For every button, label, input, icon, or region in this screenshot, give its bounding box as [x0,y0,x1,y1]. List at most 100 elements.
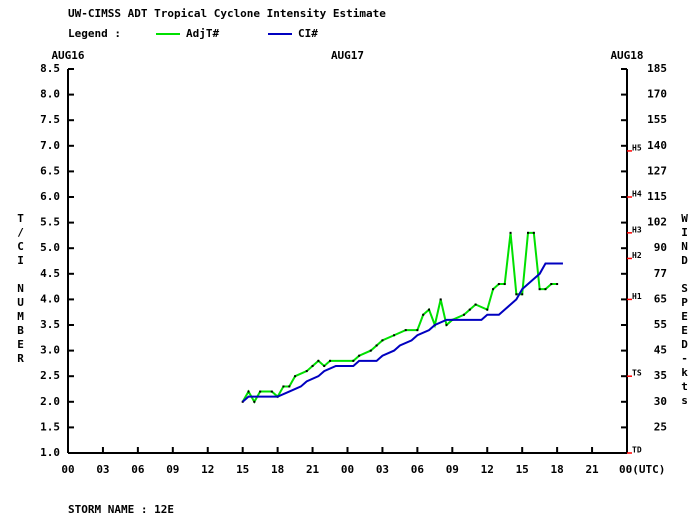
y-tick-label: 5.5 [40,216,60,229]
y2-tick-label: 102 [647,216,667,229]
intensity-marker-label: TS [632,369,642,378]
point [462,313,465,316]
y2-tick-label: 55 [654,318,667,331]
point [317,359,320,362]
x-tick-label: 15 [516,463,529,476]
intensity-marker-label: H3 [632,225,642,234]
point [521,293,524,296]
point [282,385,285,388]
date-label: AUG17 [331,49,364,62]
x-tick-label: 06 [131,463,145,476]
intensity-marker-label: H4 [632,190,642,199]
intensity-marker-label: H5 [632,143,642,152]
point [369,349,372,352]
point [492,288,495,291]
point [416,329,419,332]
y2-tick-label: 25 [654,420,667,433]
y-tick-label: 1.5 [40,420,60,433]
series-line [242,262,563,403]
y2-axis-label: WIND SPEED-kts [678,212,691,408]
y2-tick-label: 185 [647,62,667,75]
x-tick-label: 18 [551,463,564,476]
point [247,390,250,393]
legend-label: Legend : [68,27,121,40]
point [288,385,291,388]
footer: STORM NAME : 12E [68,503,174,516]
y-tick-label: 5.0 [40,241,60,254]
point [393,334,396,337]
y2-tick-label: 170 [647,88,667,101]
y-tick-label: 1.0 [40,446,60,459]
y-tick-label: 2.0 [40,395,60,408]
series-line [241,231,558,404]
y2-tick-label: 45 [654,344,667,357]
intensity-marker-label: H2 [632,251,642,260]
y-tick-label: 4.5 [40,267,60,280]
y-tick-label: 7.0 [40,139,60,152]
y-tick-label: 8.0 [40,88,60,101]
y-tick-label: 4.0 [40,292,60,305]
x-tick-label: 00 [61,463,74,476]
x-tick-label: 15 [236,463,249,476]
y-tick-label: 6.5 [40,164,60,177]
x-tick-label: 18 [271,463,284,476]
point [474,303,477,306]
x-tick-label: 12 [201,463,214,476]
y-tick-label: 6.0 [40,190,60,203]
y2-tick-label: 140 [647,139,667,152]
date-label: AUG16 [51,49,84,62]
x-tick-label: 00 [341,463,354,476]
point [259,390,262,393]
point [439,298,442,301]
point [527,231,530,234]
y-tick-label: 3.0 [40,344,60,357]
x-tick-label: 06 [411,463,425,476]
y2-tick-label: 127 [647,164,667,177]
point [352,359,355,362]
point [311,364,314,367]
y2-tick-label: 155 [647,113,667,126]
y-tick-label: 8.5 [40,62,60,75]
point [428,308,431,311]
x-tick-label: 09 [166,463,179,476]
x-tick-label: 03 [96,463,109,476]
date-label: AUG18 [610,49,643,62]
point [538,288,541,291]
point [509,231,512,234]
x-tick-label: 00(UTC) [619,463,665,476]
point [550,283,553,286]
point [544,288,547,291]
point [381,339,384,342]
point [556,283,559,286]
y2-tick-label: 90 [654,241,667,254]
y2-tick-label: 77 [654,267,667,280]
point [486,308,489,311]
y-tick-label: 2.5 [40,369,60,382]
x-tick-label: 21 [585,463,599,476]
chart-title: UW-CIMSS ADT Tropical Cyclone Intensity … [68,7,386,20]
point [515,293,518,296]
point [253,400,256,403]
y-tick-label: 7.5 [40,113,60,126]
point [445,324,448,326]
point [375,344,378,347]
intensity-marker-label: TD [632,446,642,455]
legend-entry: CI# [298,27,318,40]
y2-tick-label: 35 [654,369,667,382]
point [503,283,506,286]
x-tick-label: 21 [306,463,320,476]
y2-tick-label: 30 [654,395,667,408]
point [497,283,500,286]
point [468,308,471,311]
y-axis-label: T/CI NUMBER [14,212,27,366]
legend-entry: AdjT# [186,27,219,40]
point [358,354,361,357]
y2-tick-label: 65 [654,292,667,305]
point [329,359,332,362]
point [305,370,308,373]
x-tick-label: 12 [481,463,494,476]
y2-tick-label: 115 [647,190,667,203]
y-tick-label: 3.5 [40,318,60,331]
x-tick-label: 03 [376,463,389,476]
point [294,375,297,378]
